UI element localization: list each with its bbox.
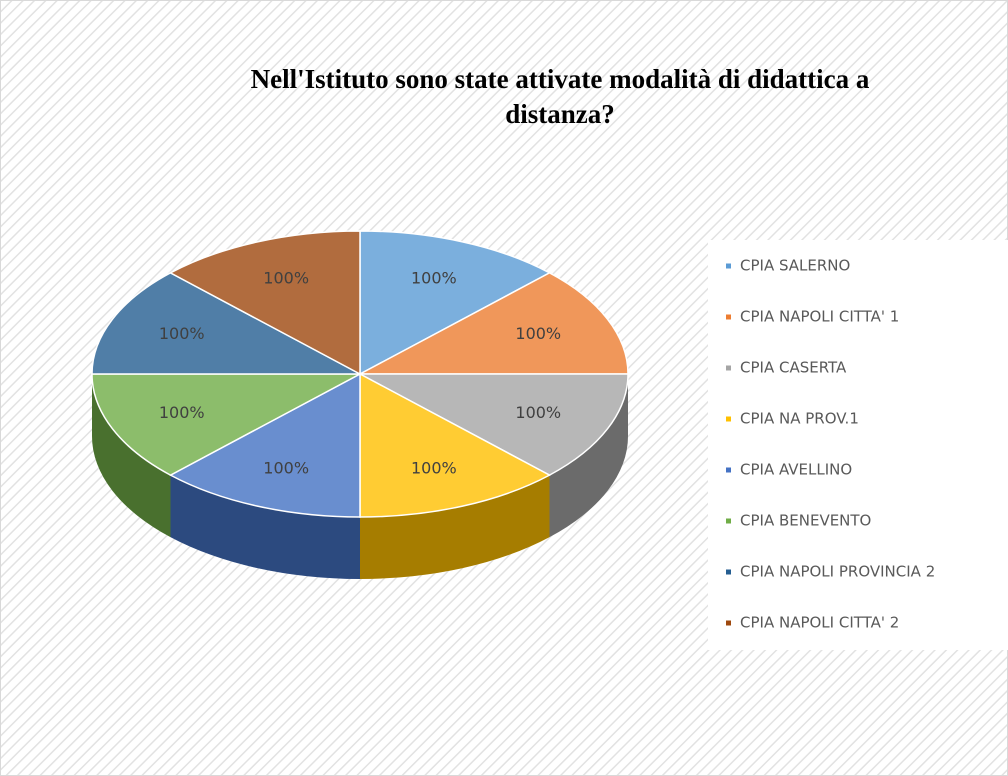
legend-marker (726, 620, 731, 626)
slice (359, 272, 629, 375)
legend-label: CPIA NAPOLI CITTA' 1 (740, 308, 899, 326)
data-label: 100% (263, 459, 309, 478)
slice (359, 373, 629, 476)
legend-label: CPIA CASERTA (740, 359, 847, 377)
slice-side (170, 475, 360, 579)
slice-highlight (360, 374, 628, 476)
data-label: 100% (515, 324, 561, 343)
data-label: 100% (159, 403, 205, 422)
slice-highlight (170, 231, 360, 374)
pie-sides (92, 374, 628, 579)
slice (359, 230, 552, 376)
slice (91, 272, 361, 375)
legend-label: CPIA NAPOLI PROVINCIA 2 (740, 563, 935, 581)
slice-side (360, 475, 550, 579)
slice-side-shade (360, 475, 550, 579)
slice (359, 372, 552, 518)
slice-side (549, 374, 628, 538)
legend-marker (726, 365, 731, 371)
legend-box (708, 240, 1008, 650)
legend-label: CPIA AVELLINO (740, 461, 852, 479)
legend-marker (726, 569, 731, 575)
data-label: 100% (159, 324, 205, 343)
slice-highlight (170, 374, 360, 517)
legend-marker (726, 467, 731, 473)
slice-side-shade (92, 374, 171, 538)
legend-marker (726, 416, 731, 422)
legend-label: CPIA SALERNO (740, 257, 850, 275)
slice-highlight (92, 374, 360, 476)
slice-highlight (360, 231, 550, 374)
legend-label: CPIA BENEVENTO (740, 512, 871, 530)
slice (168, 230, 361, 376)
slice-side-shade (549, 374, 628, 538)
legend-marker (726, 314, 731, 320)
legend-label: CPIA NAPOLI CITTA' 2 (740, 614, 899, 632)
slice-side-shade (170, 475, 360, 579)
slice (168, 372, 361, 518)
slice-side (92, 374, 171, 538)
chart-title: Nell'Istituto sono state attivate modali… (251, 64, 870, 129)
data-label: 100% (411, 459, 457, 478)
data-label: 100% (411, 268, 457, 287)
legend-marker (726, 518, 731, 524)
slice-highlight (92, 272, 360, 374)
legend-marker (726, 263, 731, 269)
slice-highlight (360, 374, 550, 517)
slice (91, 373, 361, 476)
legend-label: CPIA NA PROV.1 (740, 410, 859, 428)
data-label: 100% (263, 268, 309, 287)
slice-highlight (360, 272, 628, 374)
data-label: 100% (515, 403, 561, 422)
